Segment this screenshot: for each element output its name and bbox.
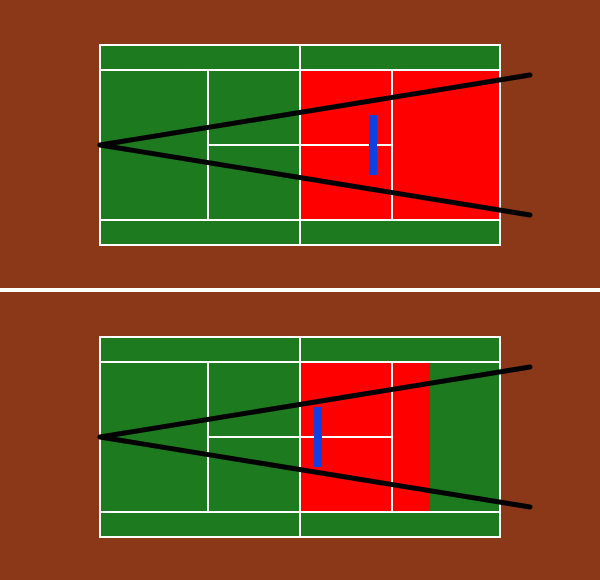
top-panel (0, 0, 600, 288)
tennis-court-diagram (0, 0, 600, 580)
panel-divider (0, 288, 600, 292)
bottom-panel (0, 292, 600, 580)
